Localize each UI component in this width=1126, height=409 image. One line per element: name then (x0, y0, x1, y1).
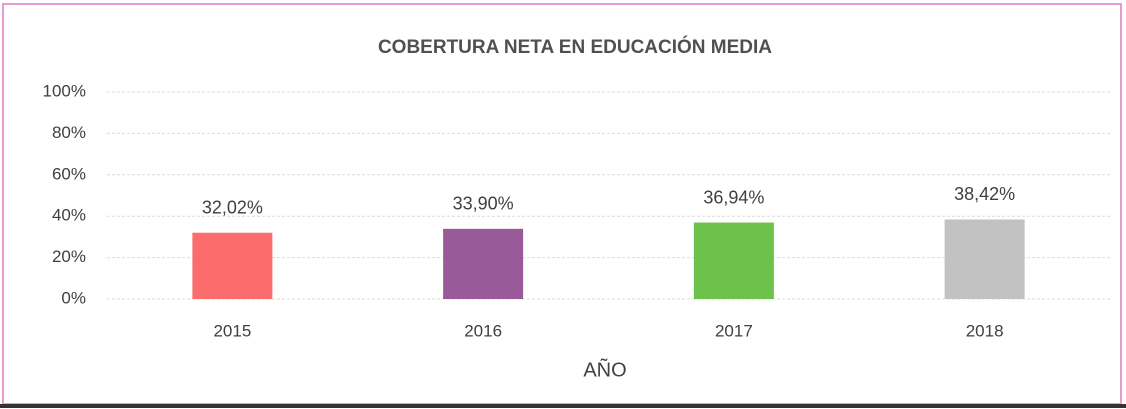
chart-title: COBERTURA NETA EN EDUCACIÓN MEDIA (378, 36, 772, 58)
y-tick-label: 40% (52, 206, 86, 225)
x-tick-label: 2016 (464, 321, 502, 340)
bar (944, 219, 1025, 299)
y-tick-label: 0% (61, 288, 86, 307)
data-label: 33,90% (453, 194, 514, 214)
x-axis-title: AÑO (583, 357, 626, 381)
y-tick-label: 80% (52, 123, 86, 142)
y-tick-label: 20% (52, 247, 86, 266)
y-tick-label: 100% (43, 81, 86, 100)
x-tick-label: 2018 (966, 321, 1004, 340)
data-label: 36,94% (703, 187, 764, 207)
bar (192, 232, 273, 299)
x-tick-label: 2015 (213, 321, 251, 340)
bar (443, 228, 524, 299)
data-label: 38,42% (954, 184, 1015, 204)
chart-border (2, 3, 1122, 405)
x-tick-label: 2017 (715, 321, 753, 340)
bar (693, 222, 774, 299)
y-tick-label: 60% (52, 164, 86, 183)
data-label: 32,02% (202, 197, 263, 217)
